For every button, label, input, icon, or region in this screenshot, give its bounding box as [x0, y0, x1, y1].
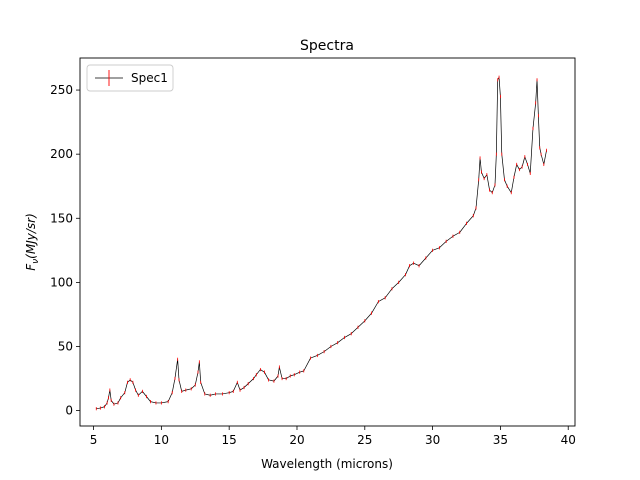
- x-axis: 5 10 15 20 25 30 35 40: [90, 426, 576, 447]
- x-tick-label: 20: [289, 433, 304, 447]
- y-tick-label: 250: [50, 83, 73, 97]
- x-tick-label: 15: [222, 433, 237, 447]
- plot-area: [79, 57, 576, 427]
- y-tick-label: 0: [65, 404, 73, 418]
- axes-frame: [79, 57, 576, 427]
- legend-box: [86, 64, 174, 92]
- y-tick-label: 150: [50, 211, 73, 225]
- x-tick-label: 40: [561, 433, 576, 447]
- x-tick-label: 25: [357, 433, 372, 447]
- y-tick-label: 100: [50, 275, 73, 289]
- y-axis: 0 50 100 150 200 250: [50, 83, 80, 418]
- x-tick-label: 30: [425, 433, 440, 447]
- y-axis-title: Fν(MJy/sr): [24, 213, 41, 271]
- y-tick-label: 200: [50, 147, 73, 161]
- y-tick-label: 50: [58, 340, 73, 354]
- x-tick-label: 35: [493, 433, 508, 447]
- chart-title: Spectra: [300, 38, 354, 54]
- x-axis-title: Wavelength (microns): [261, 457, 393, 471]
- x-tick-label: 5: [90, 433, 98, 447]
- legend-label: Spec1: [131, 71, 168, 85]
- x-tick-label: 10: [154, 433, 169, 447]
- legend: Spec1: [86, 64, 174, 92]
